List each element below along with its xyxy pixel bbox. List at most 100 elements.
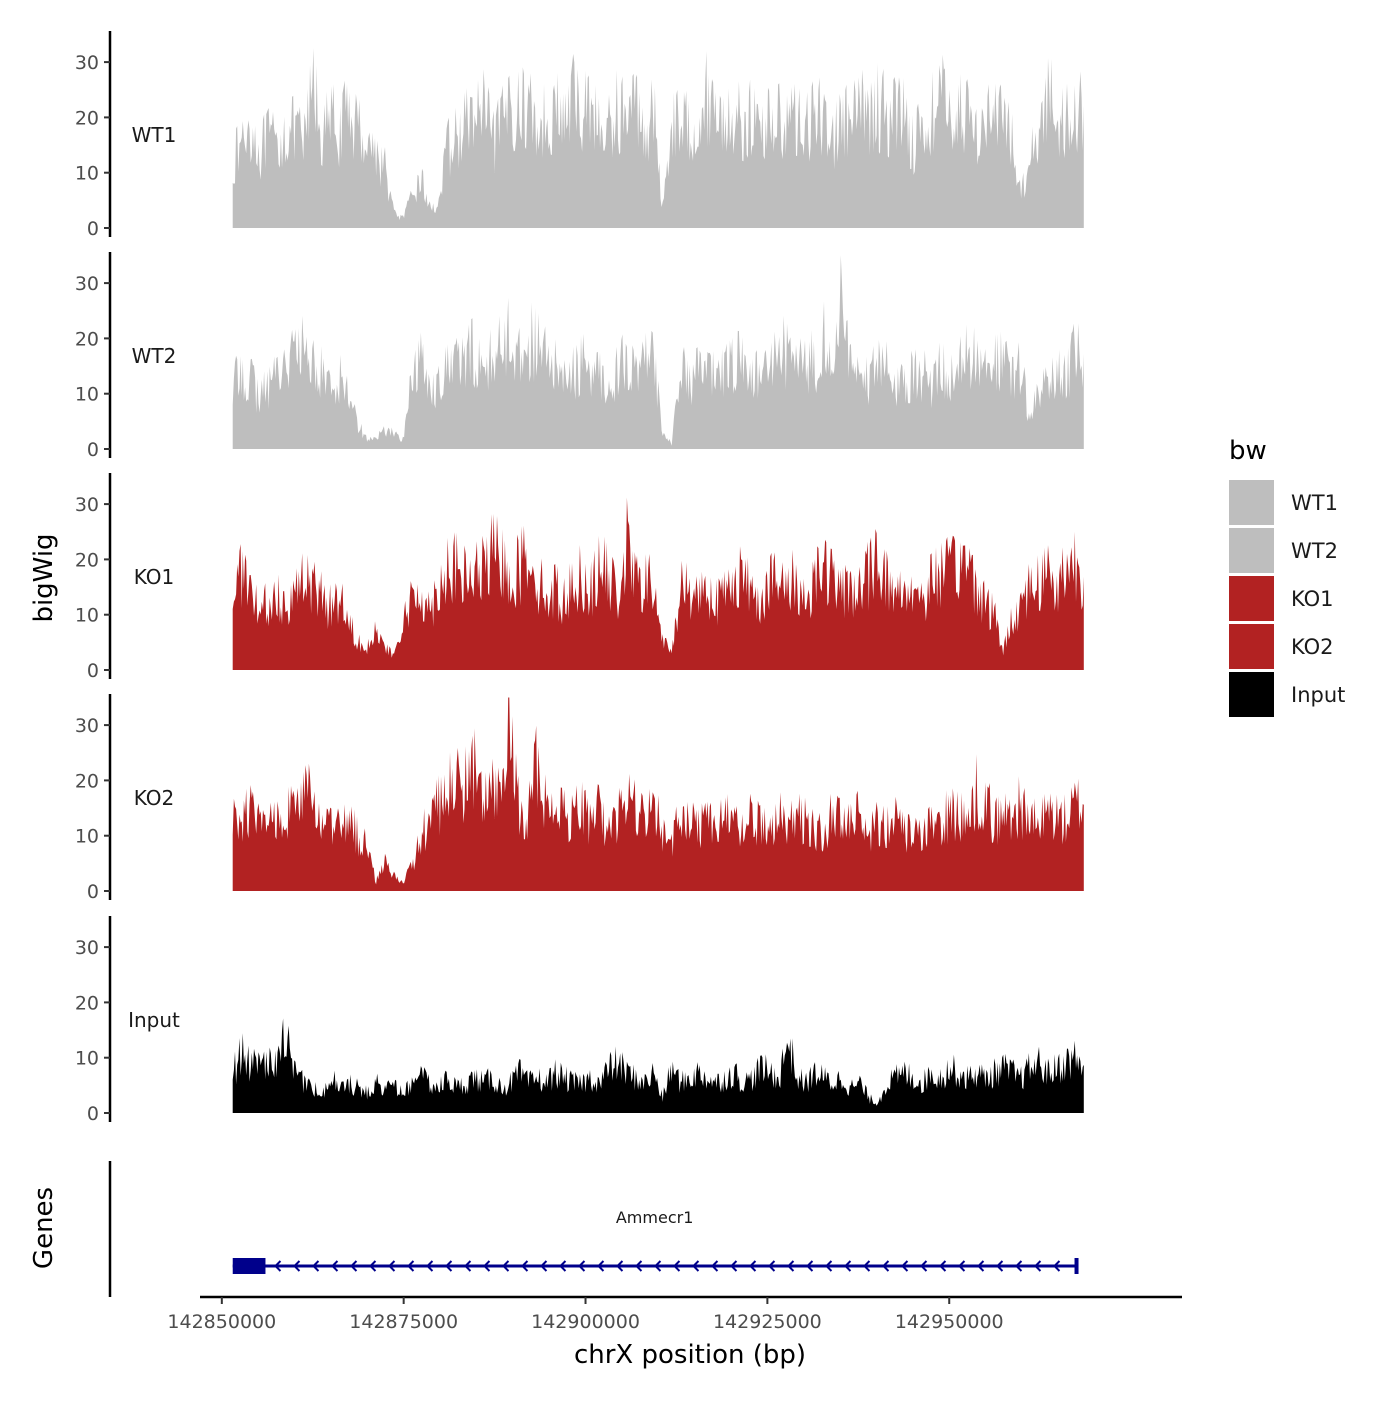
strand-arrow [521, 1260, 529, 1272]
y-tick-label: 10 [75, 163, 99, 185]
y-tick-label: 10 [75, 384, 99, 406]
gene-track: Ammecr1 [108, 1161, 1079, 1297]
strand-arrow [616, 1260, 624, 1272]
strand-arrow [977, 1260, 985, 1272]
signal-tracks: 0 10 20 30 WT1 0 10 20 30 WT2 0 10 20 30 KO1 0 10 20 30 KO2… [75, 31, 1084, 1125]
x-axis: 142850000 142875000 142900000 142925000 1429… [167, 1295, 1182, 1333]
y-tick-label: 20 [75, 549, 99, 571]
legend-swatch [1229, 528, 1274, 573]
track-ko1: 0 10 20 30 KO1 [75, 473, 1084, 682]
strand-arrow [863, 1260, 871, 1272]
strand-arrow [369, 1260, 377, 1272]
genes-axis-title: Genes [29, 1187, 59, 1269]
strand-arrow [787, 1260, 795, 1272]
y-tick-label: 10 [75, 1048, 99, 1070]
strand-arrow [293, 1260, 301, 1272]
strand-arrow [388, 1260, 396, 1272]
strand-arrow [502, 1260, 510, 1272]
x-tick-label: 142925000 [713, 1311, 822, 1333]
legend-swatch [1229, 576, 1274, 621]
strand-arrow [958, 1260, 966, 1272]
strand-arrow [711, 1260, 719, 1272]
strand-arrow [635, 1260, 643, 1272]
strand-arrow [483, 1260, 491, 1272]
strand-arrow [673, 1260, 681, 1272]
signal-area-wt2 [232, 255, 1084, 449]
x-tick-label: 142850000 [167, 1311, 276, 1333]
track-ko2: 0 10 20 30 KO2 [75, 694, 1084, 903]
strand-arrow [540, 1260, 548, 1272]
track-wt1: 0 10 20 30 WT1 [75, 31, 1084, 240]
strand-arrow [844, 1260, 852, 1272]
strand-arrow [1015, 1260, 1023, 1272]
strand-arrow [692, 1260, 700, 1272]
y-tick-label: 0 [87, 218, 99, 240]
strand-arrow [806, 1260, 814, 1272]
strand-arrow [768, 1260, 776, 1272]
y-tick-label: 30 [75, 494, 99, 516]
strand-arrow [350, 1260, 358, 1272]
x-tick-label: 142875000 [349, 1311, 458, 1333]
track-label: KO1 [134, 565, 175, 589]
x-axis-title: chrX position (bp) [574, 1340, 806, 1370]
legend-label: WT1 [1291, 491, 1338, 515]
strand-arrow [654, 1260, 662, 1272]
track-label: KO2 [134, 786, 175, 810]
gene-exon [1074, 1258, 1079, 1274]
strand-arrow [445, 1260, 453, 1272]
y-tick-label: 30 [75, 715, 99, 737]
track-label: Input [128, 1008, 180, 1032]
strand-arrow [331, 1260, 339, 1272]
strand-arrow [901, 1260, 909, 1272]
y-tick-label: 20 [75, 328, 99, 350]
strand-arrow [825, 1260, 833, 1272]
y-tick-label: 20 [75, 107, 99, 129]
y-axis-title: bigWig [29, 533, 59, 622]
gene-name-label: Ammecr1 [616, 1208, 694, 1227]
y-tick-label: 10 [75, 605, 99, 627]
strand-arrow [996, 1260, 1004, 1272]
y-tick-label: 30 [75, 273, 99, 295]
y-tick-label: 20 [75, 992, 99, 1014]
strand-arrow [749, 1260, 757, 1272]
legend-swatch [1229, 672, 1274, 717]
track-input: 0 10 20 30 Input [75, 916, 1084, 1125]
strand-arrow [407, 1260, 415, 1272]
legend-label: WT2 [1291, 539, 1338, 563]
x-tick-label: 142900000 [531, 1311, 640, 1333]
strand-arrow [426, 1260, 434, 1272]
strand-arrow [274, 1260, 282, 1272]
legend: bw WT1 WT2 KO1 KO2 Input [1229, 436, 1345, 717]
signal-area-ko1 [232, 497, 1084, 670]
gene-exon [232, 1258, 266, 1274]
strand-arrow [1034, 1260, 1042, 1272]
y-tick-label: 20 [75, 770, 99, 792]
strand-arrow [559, 1260, 567, 1272]
y-tick-label: 0 [87, 660, 99, 682]
strand-arrow [578, 1260, 586, 1272]
strand-arrow [1053, 1260, 1061, 1272]
legend-label: Input [1291, 683, 1345, 707]
strand-arrow [312, 1260, 320, 1272]
track-label: WT2 [132, 344, 177, 368]
strand-arrow [939, 1260, 947, 1272]
signal-area-ko2 [232, 697, 1084, 891]
strand-arrow [464, 1260, 472, 1272]
legend-label: KO2 [1291, 635, 1334, 659]
strand-arrow [920, 1260, 928, 1272]
y-tick-label: 0 [87, 881, 99, 903]
track-wt2: 0 10 20 30 WT2 [75, 252, 1084, 461]
y-tick-label: 10 [75, 826, 99, 848]
legend-swatch [1229, 480, 1274, 525]
legend-label: KO1 [1291, 587, 1334, 611]
strand-arrow [597, 1260, 605, 1272]
y-tick-label: 30 [75, 52, 99, 74]
x-tick-label: 142950000 [895, 1311, 1004, 1333]
signal-area-wt1 [232, 48, 1084, 228]
signal-area-input [232, 1018, 1084, 1113]
y-tick-label: 0 [87, 1103, 99, 1125]
y-tick-label: 0 [87, 439, 99, 461]
track-label: WT1 [132, 123, 177, 147]
